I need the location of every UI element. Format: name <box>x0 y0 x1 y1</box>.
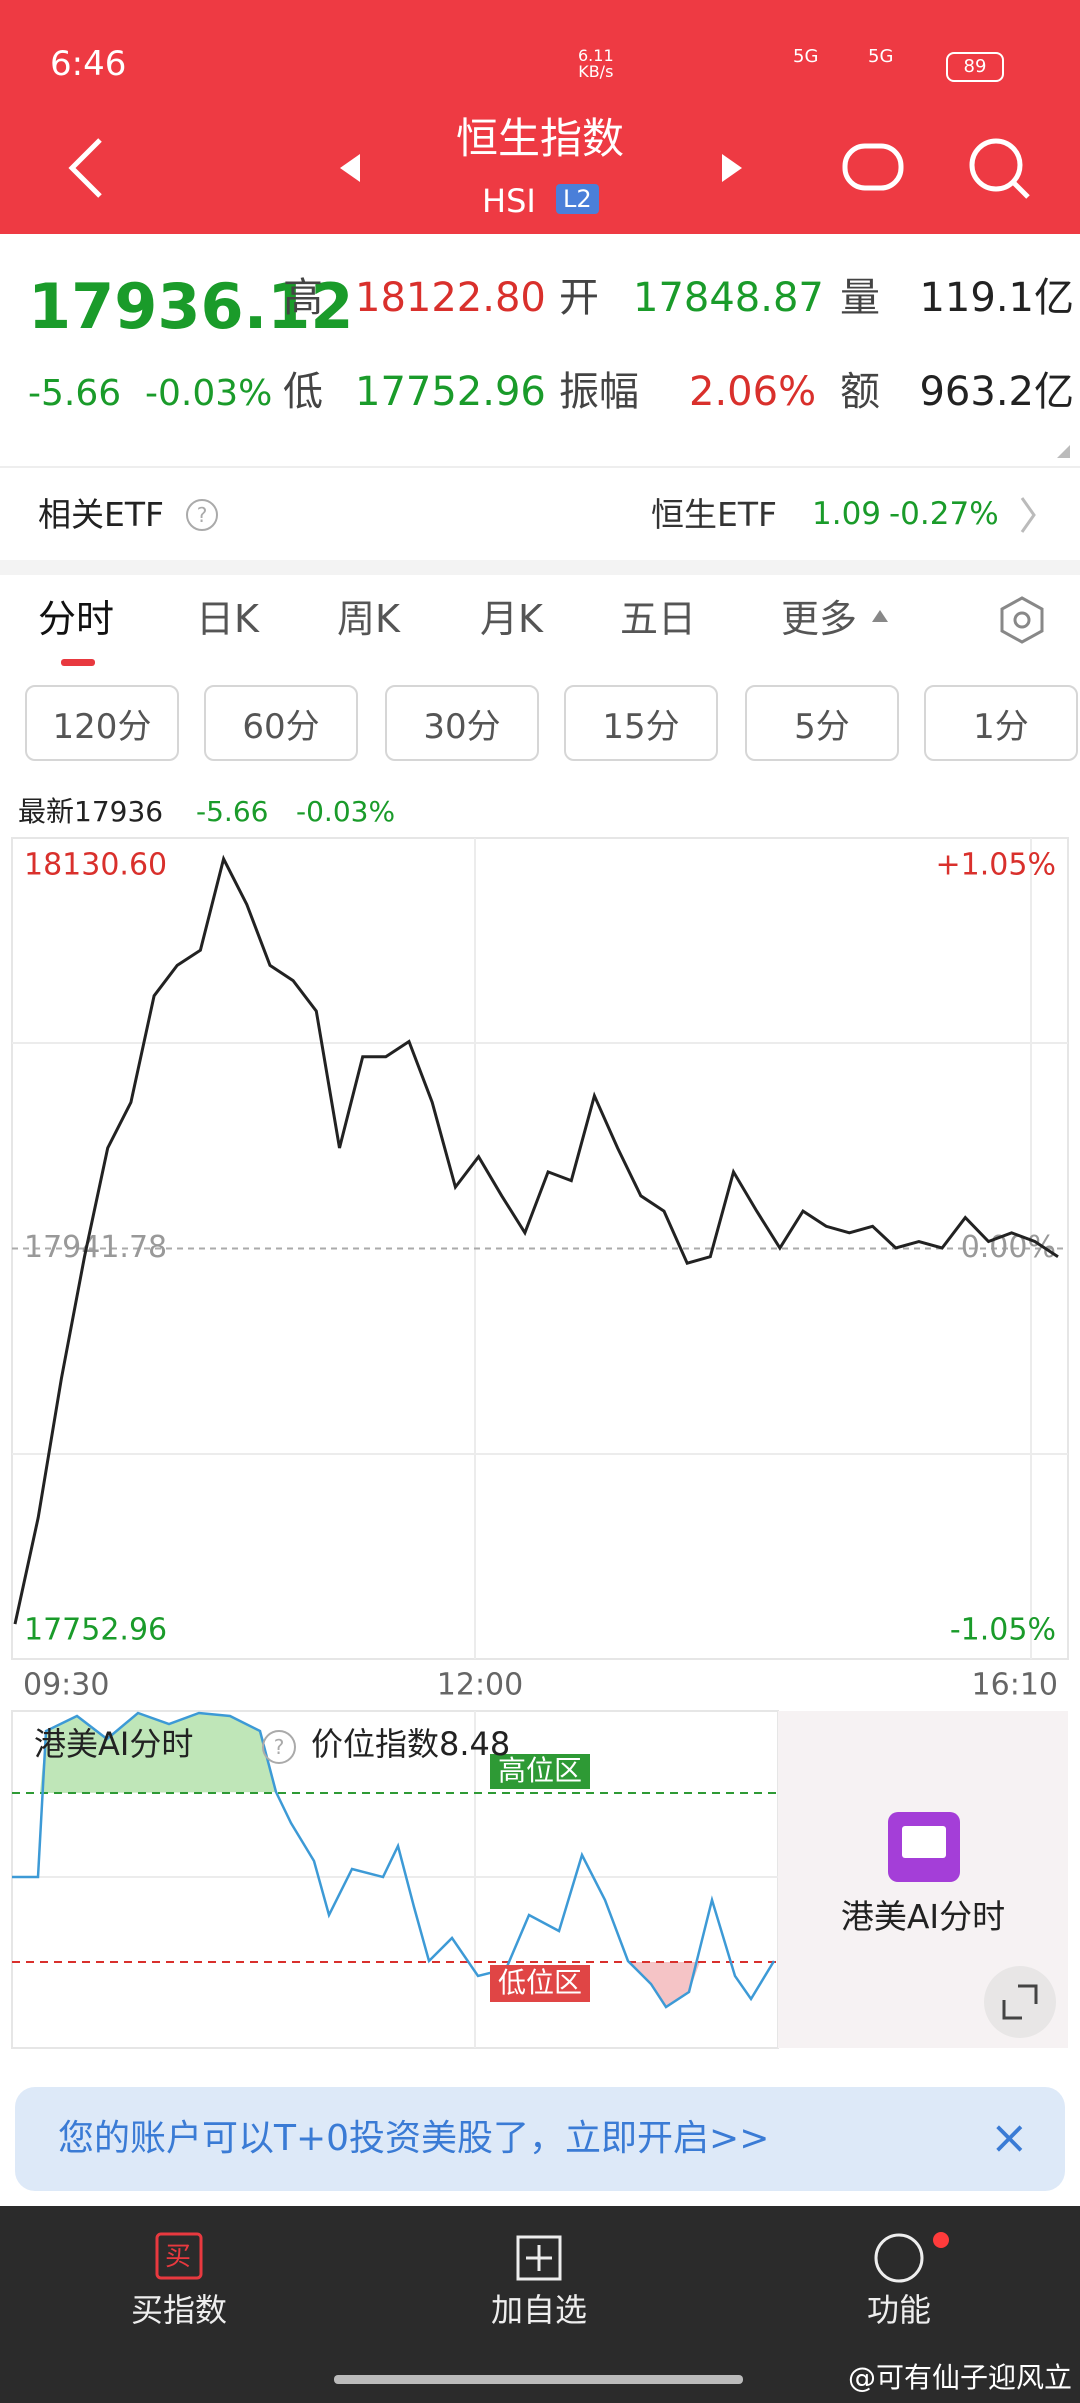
field-value: 963.2亿 <box>919 369 1074 415</box>
field-value: 17848.87 <box>633 275 824 321</box>
latest-pct: -0.03% <box>296 795 396 828</box>
etf-price: 1.09 <box>812 496 882 532</box>
field-label: 高 <box>283 275 323 321</box>
tab-indicator <box>61 659 95 666</box>
price: 17936.12 <box>28 270 354 343</box>
interval[interactable]: 15分 <box>564 685 718 761</box>
time: 6:46 <box>50 44 127 84</box>
etf-pct: -0.27% <box>889 496 999 532</box>
change-pct: -0.03% <box>145 373 273 414</box>
etf-name[interactable]: 恒生ETF <box>651 495 777 534</box>
search[interactable] <box>969 138 1023 192</box>
tab[interactable]: 日K <box>196 597 259 641</box>
net-speed: 6.11 KB/s <box>578 48 614 80</box>
field-value: 119.1亿 <box>919 275 1074 321</box>
tab[interactable]: 周K <box>337 597 400 641</box>
watermark: @可有仙子迎风立 <box>847 2361 1072 2394</box>
etf-label: 相关ETF <box>38 495 164 534</box>
tab[interactable]: 分时 <box>38 597 115 641</box>
back[interactable] <box>68 138 102 198</box>
robot[interactable] <box>842 143 904 191</box>
divider <box>0 560 1080 575</box>
home-bar <box>334 2375 743 2384</box>
banner-text[interactable]: 您的账户可以T+0投资美股了，立即开启>> <box>58 2118 770 2159</box>
settings[interactable] <box>1000 596 1044 644</box>
interval[interactable]: 1分 <box>924 685 1078 761</box>
next[interactable] <box>722 154 742 182</box>
network: 5G <box>793 46 819 67</box>
latest-change: -5.66 <box>196 795 269 828</box>
field-label: 低 <box>283 369 323 415</box>
low-tag <box>490 1965 590 2002</box>
high-tag <box>490 1754 590 1789</box>
network: 5G <box>868 46 894 67</box>
banner[interactable] <box>15 2087 1065 2191</box>
ai-icon <box>902 1826 946 1858</box>
help[interactable]: ? <box>262 1730 296 1764</box>
chart-frame <box>11 837 1069 1660</box>
expand <box>1018 1984 1038 2004</box>
badge: L2 <box>556 184 599 214</box>
header-bar <box>0 0 1080 234</box>
speed-unit: KB/s <box>578 62 614 81</box>
ai-index: 价位指数8.48 <box>311 1725 511 1763</box>
ai-panel-title[interactable]: 港美AI分时 <box>840 1897 1006 1936</box>
battery: 89 <box>946 52 1004 82</box>
interval[interactable]: 120分 <box>25 685 179 761</box>
nav-item[interactable]: 加自选 <box>490 2291 587 2329</box>
ai-line <box>12 1711 776 2009</box>
tab[interactable]: 月K <box>480 597 543 641</box>
low-zone: 低位区 <box>497 1966 582 1999</box>
banner-close[interactable]: × <box>990 2110 1029 2164</box>
field-label: 量 <box>840 275 880 321</box>
tab[interactable]: 更多 <box>781 597 858 641</box>
settings <box>1013 611 1031 629</box>
nav-item[interactable]: 功能 <box>866 2291 931 2329</box>
interval[interactable]: 30分 <box>385 685 539 761</box>
menu-icon[interactable] <box>874 2233 924 2283</box>
expand[interactable] <box>984 1966 1056 2038</box>
expand <box>1002 2000 1022 2020</box>
field-value: 17752.96 <box>355 369 546 415</box>
title: 恒生指数 <box>455 114 624 163</box>
change: -5.66 <box>28 373 122 414</box>
nav-item[interactable]: 买指数 <box>130 2291 227 2329</box>
chevron <box>1020 497 1036 533</box>
field-value: 2.06% <box>689 369 817 415</box>
badge-dot <box>933 2232 949 2248</box>
buy-icon-text: 买 <box>165 2242 192 2272</box>
field-label: 开 <box>559 275 599 321</box>
buy-icon[interactable] <box>155 2232 203 2280</box>
high-zone: 高位区 <box>497 1754 582 1787</box>
prev[interactable] <box>340 154 360 182</box>
help[interactable]: ? <box>186 499 218 531</box>
ai-title[interactable]: 港美AI分时 <box>34 1725 194 1763</box>
speed: 6.11 <box>578 46 614 65</box>
add-icon[interactable] <box>516 2235 562 2281</box>
field-label: 振幅 <box>559 369 639 415</box>
interval[interactable]: 60分 <box>204 685 358 761</box>
latest: 最新17936 <box>18 795 164 828</box>
corner <box>1057 445 1070 458</box>
tab[interactable]: 五日 <box>620 597 697 641</box>
interval[interactable]: 5分 <box>745 685 899 761</box>
search <box>1012 181 1030 199</box>
nav-bar <box>0 2206 1080 2403</box>
code: HSI <box>482 182 536 220</box>
field-label: 额 <box>840 369 880 415</box>
field-value: 18122.80 <box>355 275 546 321</box>
more-arrow <box>872 610 888 622</box>
